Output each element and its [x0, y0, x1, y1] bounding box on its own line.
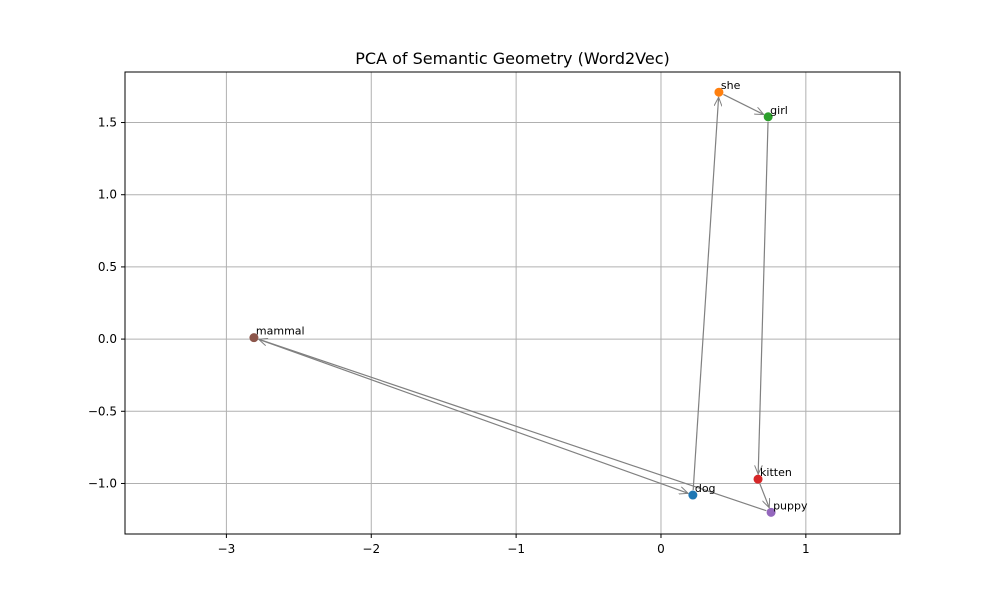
- point-she: [714, 87, 724, 97]
- point-label-dog: dog: [695, 482, 716, 495]
- arrow-mammal-to-dog: [258, 338, 689, 493]
- axis-ticks: −3 −2 −1 0 1 −1.0 −0.5 0.0 0.5 1.0 1.5: [88, 116, 810, 556]
- point-label-girl: girl: [770, 104, 788, 117]
- y-tick-label: −0.5: [88, 404, 117, 418]
- point-label-she: she: [721, 79, 741, 92]
- point-labels: dog she girl kitten puppy mammal: [256, 79, 808, 512]
- point-mammal: [249, 333, 259, 343]
- point-dog: [688, 490, 698, 500]
- data-points: [249, 87, 776, 517]
- point-label-mammal: mammal: [256, 325, 305, 338]
- y-tick-label: 0.5: [98, 260, 117, 274]
- arrows: [258, 93, 770, 512]
- x-tick-label: −2: [362, 542, 380, 556]
- point-puppy: [766, 507, 776, 517]
- arrow-she-to-girl: [723, 93, 763, 114]
- y-tick-label: 0.0: [98, 332, 117, 346]
- y-tick-label: 1.0: [98, 188, 117, 202]
- y-tick-label: −1.0: [88, 476, 117, 490]
- arrow-dog-to-she: [692, 97, 718, 491]
- grid: [125, 72, 900, 534]
- point-label-puppy: puppy: [773, 499, 808, 512]
- x-tick-label: 1: [802, 542, 810, 556]
- x-tick-label: −1: [507, 542, 525, 556]
- x-tick-label: 0: [657, 542, 665, 556]
- chart-title: PCA of Semantic Geometry (Word2Vec): [355, 49, 670, 68]
- point-girl: [763, 112, 773, 122]
- point-kitten: [753, 474, 763, 484]
- y-tick-label: 1.5: [98, 116, 117, 130]
- arrow-kitten-to-puppy: [759, 483, 769, 508]
- arrow-puppy-to-mammal: [259, 339, 767, 512]
- point-label-kitten: kitten: [760, 466, 792, 479]
- x-tick-label: −3: [218, 542, 236, 556]
- plot-area-frame: [124, 71, 901, 535]
- arrow-girl-to-kitten: [758, 121, 769, 474]
